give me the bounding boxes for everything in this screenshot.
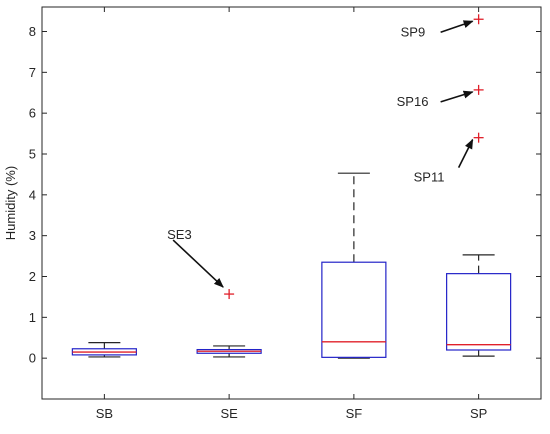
annotation-sp9: SP9 <box>401 20 474 39</box>
box-group-sf <box>321 172 387 359</box>
x-tick-label: SB <box>96 406 113 421</box>
annotation-label: SP11 <box>414 170 445 185</box>
annotation-arrow <box>457 138 474 169</box>
y-tick-label: 6 <box>29 106 36 121</box>
y-tick-label: 5 <box>29 147 36 162</box>
y-tick-label: 0 <box>29 351 36 366</box>
annotations: SE3 SP9 SP16 SP11 <box>167 20 474 288</box>
y-tick-label: 8 <box>29 24 36 39</box>
y-axis-label: Humidity (%) <box>3 166 18 240</box>
annotation-label: SE3 <box>167 227 192 242</box>
box-series <box>71 14 512 359</box>
iqr-box <box>446 273 512 351</box>
iqr-box <box>321 261 387 358</box>
y-tick-label: 4 <box>29 187 36 202</box>
annotation-label: SP9 <box>401 24 426 39</box>
outlier-marker <box>473 84 484 95</box>
x-tick-label: SP <box>470 406 487 421</box>
x-tick-label: SE <box>220 406 238 421</box>
y-tick-label: 7 <box>29 65 36 80</box>
annotation-arrow <box>440 90 474 103</box>
annotation-sp16: SP16 <box>397 90 474 109</box>
outlier-marker <box>473 132 484 143</box>
plot-area <box>41 6 542 400</box>
box-group-sp <box>446 14 512 357</box>
x-axis-ticks: SB SE SF SP <box>96 7 487 421</box>
box-group-se <box>196 289 262 358</box>
annotation-label: SP16 <box>397 94 429 109</box>
y-tick-label: 3 <box>29 228 36 243</box>
annotation-arrow <box>440 20 474 34</box>
annotation-arrow <box>172 239 224 288</box>
y-axis-ticks: 0 1 2 3 4 5 6 7 8 <box>29 24 541 366</box>
box-group-sb <box>71 342 137 358</box>
outlier-marker <box>473 14 484 25</box>
outlier-marker <box>224 289 235 300</box>
y-tick-label: 1 <box>29 310 36 325</box>
annotation-se3: SE3 <box>167 227 224 288</box>
x-tick-label: SF <box>346 406 363 421</box>
annotation-sp11: SP11 <box>414 138 474 185</box>
y-tick-label: 2 <box>29 269 36 284</box>
